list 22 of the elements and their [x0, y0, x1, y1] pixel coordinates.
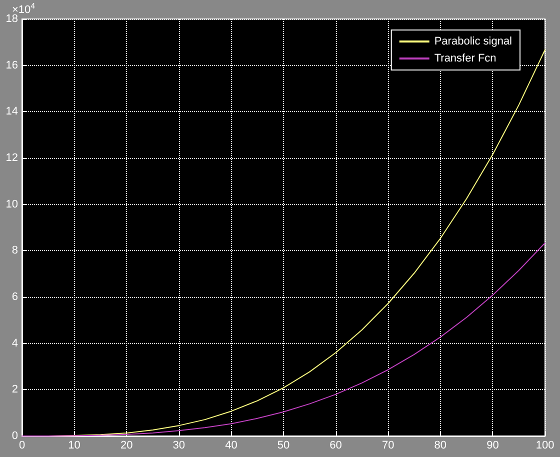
- legend-label: Parabolic signal: [434, 36, 512, 48]
- x-tick-label: 70: [382, 440, 394, 452]
- x-tick-label: 60: [330, 440, 342, 452]
- x-tick-label: 30: [172, 440, 186, 452]
- x-tick-label: 50: [277, 440, 290, 452]
- y-tick-label: 2: [12, 384, 18, 396]
- y-tick-label: 6: [12, 291, 18, 303]
- x-tick-label: 80: [434, 440, 447, 452]
- y-tick-label: 16: [6, 59, 18, 72]
- x-tick-label: 90: [486, 440, 499, 452]
- x-tick-label: 100: [536, 440, 554, 452]
- y-tick-label: 14: [6, 106, 18, 118]
- y-tick-label: 18: [6, 13, 18, 25]
- x-tick-label: 10: [68, 440, 80, 452]
- legend-label: Transfer Fcn: [434, 52, 496, 64]
- y-tick-label: 12: [6, 152, 18, 164]
- y-tick-label: 0: [12, 430, 18, 442]
- y-tick-label: 4: [12, 337, 18, 350]
- y-tick-label: 8: [12, 244, 18, 257]
- x-tick-label: 20: [120, 440, 133, 452]
- y-tick-label: 10: [6, 198, 18, 210]
- x-tick-label: 40: [225, 440, 238, 452]
